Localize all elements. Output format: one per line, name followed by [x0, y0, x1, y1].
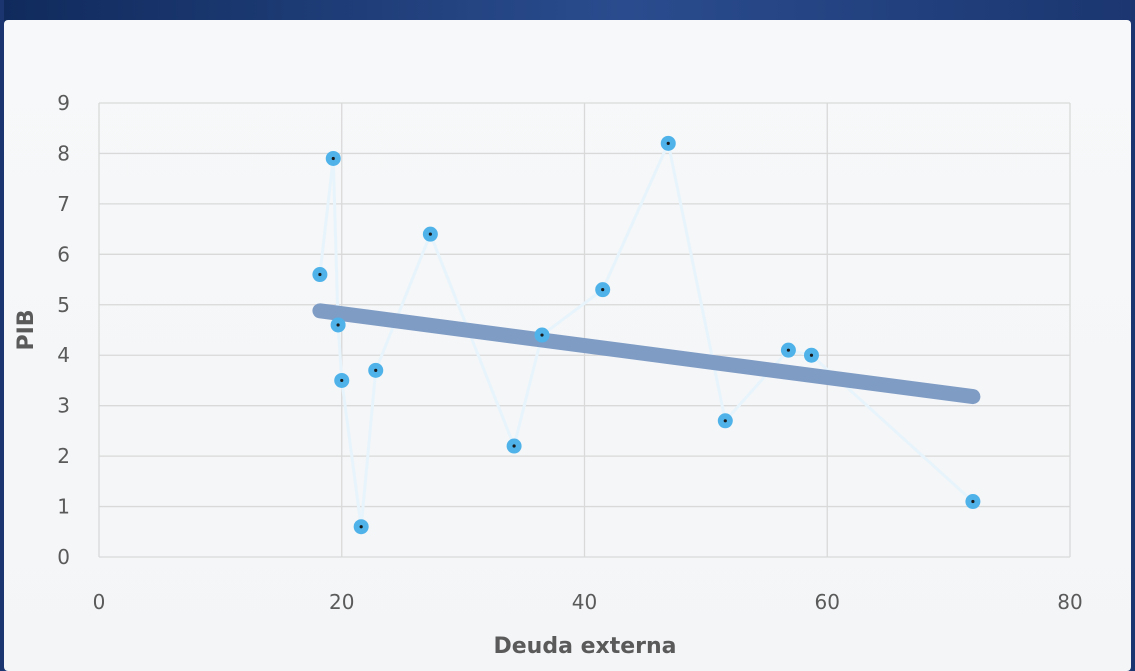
data-point-center	[786, 348, 791, 352]
data-point	[965, 494, 981, 510]
x-axis-title: Deuda externa	[493, 634, 676, 659]
data-point	[780, 342, 796, 358]
data-point	[312, 267, 328, 283]
x-tick-label: 80	[1057, 590, 1082, 614]
data-point-center	[666, 141, 670, 145]
data-point	[330, 317, 346, 333]
y-tick-label: 1	[57, 495, 70, 519]
x-tick-label: 60	[815, 590, 840, 614]
data-point-center	[512, 444, 516, 448]
data-point-center	[540, 333, 544, 337]
data-point	[717, 413, 733, 429]
y-tick-label: 4	[57, 343, 70, 367]
data-point	[422, 226, 438, 242]
data-point-center	[359, 525, 363, 529]
data-point	[534, 327, 550, 343]
x-tick-label: 20	[329, 590, 354, 614]
data-point-center	[318, 272, 322, 277]
data-point-center	[374, 368, 378, 372]
y-tick-label: 8	[57, 141, 70, 165]
data-point-center	[331, 156, 335, 161]
data-point-center	[601, 288, 605, 292]
grid-lines	[98, 102, 1071, 558]
y-tick-label: 9	[57, 91, 70, 115]
data-point	[368, 362, 384, 378]
connector-line	[318, 138, 974, 527]
y-axis-title: PIB	[14, 309, 39, 350]
window-left-border	[0, 0, 4, 671]
x-tick-label: 0	[93, 590, 106, 614]
data-point-center	[723, 419, 727, 423]
data-point-center	[340, 378, 344, 383]
data-point-center	[336, 323, 340, 327]
data-point-center	[428, 232, 432, 236]
data-point	[325, 150, 341, 166]
y-tick-label: 0	[57, 545, 70, 569]
data-point	[506, 438, 522, 454]
data-point	[595, 282, 611, 298]
data-point	[353, 519, 369, 535]
y-tick-label: 6	[57, 242, 70, 266]
y-tick-label: 7	[57, 192, 70, 216]
data-point-center	[809, 353, 814, 357]
data-point-center	[971, 499, 975, 504]
x-tick-label: 40	[572, 590, 597, 614]
trendline	[312, 303, 981, 405]
data-point	[334, 372, 350, 388]
tick-labels: 0 1 2 3 4 5 6 7 8 9 0 20 40 60 80	[57, 91, 1082, 614]
window-right-border	[1131, 0, 1135, 671]
data-point	[660, 135, 676, 151]
data-point	[803, 347, 819, 363]
y-tick-label: 2	[57, 444, 70, 468]
y-tick-label: 5	[57, 293, 70, 317]
data-points	[312, 135, 981, 535]
y-tick-label: 3	[57, 394, 70, 418]
